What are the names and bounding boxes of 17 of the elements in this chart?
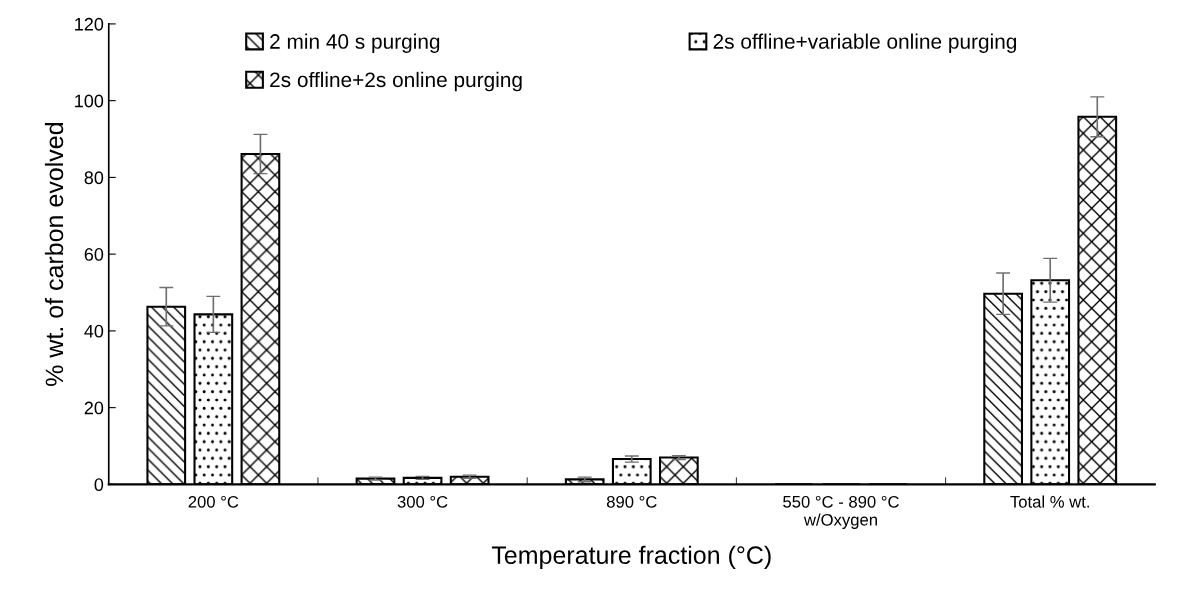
x-tick-label: 890 °C	[606, 495, 657, 508]
x-tick-label: 300 °C	[397, 495, 448, 508]
legend-label: 2s offline+variable online purging	[713, 33, 1017, 53]
y-tick-label: 0	[94, 478, 104, 492]
y-tick-label: 60	[84, 248, 104, 261]
x-tick-label: 200 °C	[188, 495, 239, 508]
y-tick-label: 100	[75, 94, 104, 108]
y-tick-label: 20	[84, 401, 104, 415]
legend-label: 2 min 40 s purging	[270, 33, 440, 53]
x-axis-title: Temperature fraction (°C)	[491, 545, 771, 569]
x-tick-label: 550 °C - 890 °C w/Oxygen	[783, 495, 899, 529]
legend-label: 2s offline+2s online purging	[270, 71, 522, 92]
y-tick-label: 80	[84, 171, 104, 185]
x-tick-label: Total % wt.	[1010, 495, 1089, 508]
y-tick-label: 120	[75, 17, 104, 31]
y-axis-title: % wt. of carbon evolved	[44, 123, 64, 386]
y-tick-label: 40	[84, 324, 104, 338]
